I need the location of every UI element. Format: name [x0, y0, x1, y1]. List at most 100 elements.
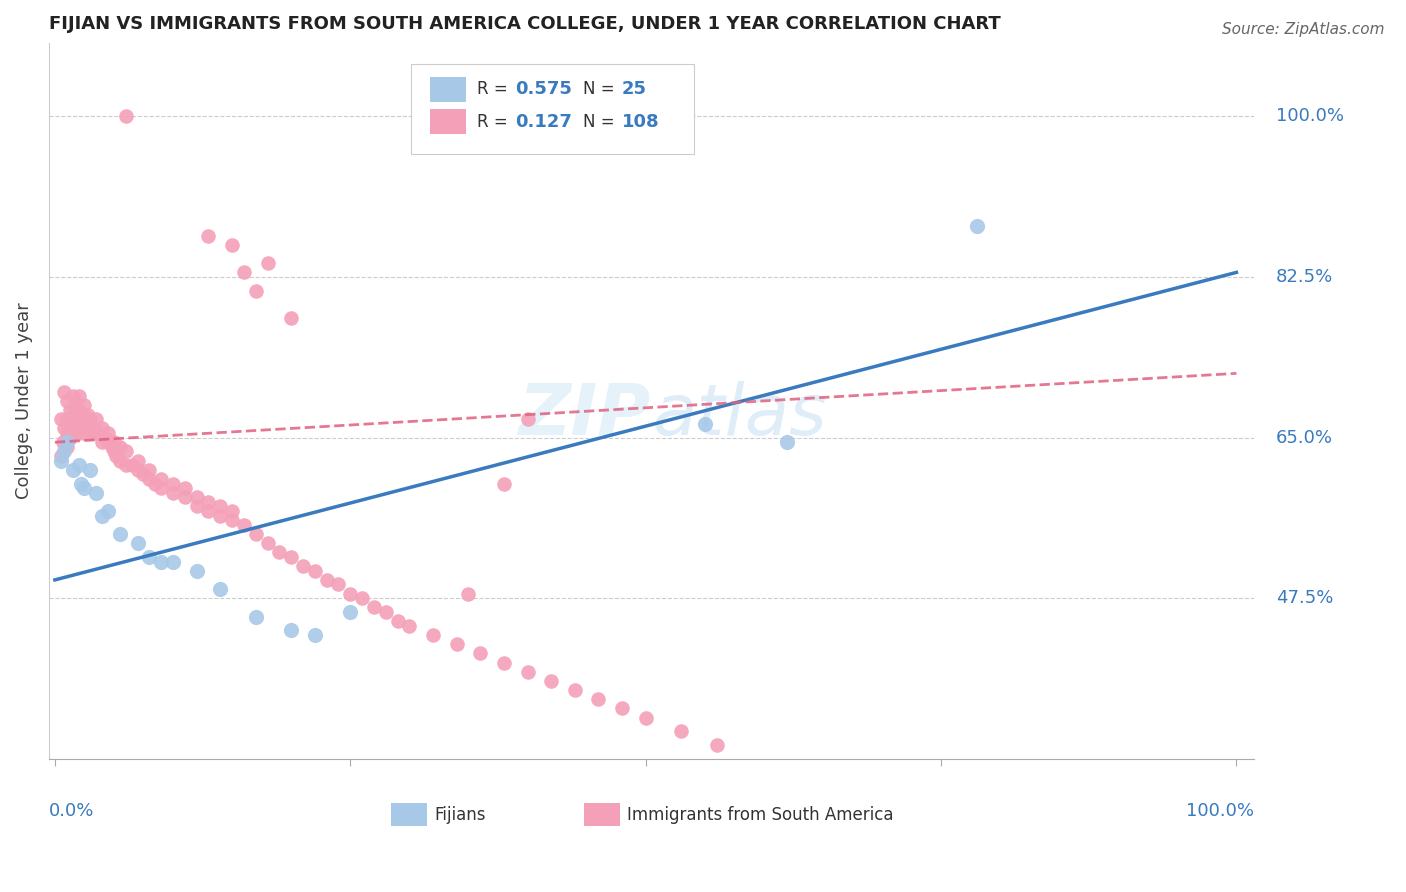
Point [492, 476, 515, 491]
Point [93, 431, 115, 445]
Point [706, 738, 728, 752]
FancyBboxPatch shape [411, 64, 693, 154]
Point [67, 403, 90, 417]
Point [776, 435, 799, 450]
Point [73, 399, 96, 413]
Point [256, 536, 278, 550]
Point [127, 463, 149, 477]
Point [108, 527, 131, 541]
Point [162, 485, 184, 500]
Point [49, 449, 72, 463]
Point [280, 549, 302, 564]
Point [245, 609, 267, 624]
Point [186, 491, 208, 505]
Point [97, 504, 120, 518]
Point [197, 228, 219, 243]
Point [67, 425, 90, 440]
Text: 100.0%: 100.0% [1187, 802, 1254, 820]
Point [55, 435, 77, 450]
Point [63, 421, 86, 435]
Text: R =: R = [477, 112, 513, 130]
Point [339, 605, 361, 619]
Point [470, 646, 492, 660]
Text: FIJIAN VS IMMIGRANTS FROM SOUTH AMERICA COLLEGE, UNDER 1 YEAR CORRELATION CHART: FIJIAN VS IMMIGRANTS FROM SOUTH AMERICA … [49, 15, 1001, 33]
Point [304, 564, 326, 578]
Point [79, 412, 101, 426]
Point [77, 421, 100, 435]
Point [162, 555, 184, 569]
FancyBboxPatch shape [430, 78, 465, 102]
Point [132, 467, 155, 482]
Point [53, 444, 76, 458]
Point [65, 399, 87, 413]
Point [693, 417, 716, 431]
Point [58, 425, 80, 440]
Text: 100.0%: 100.0% [1275, 107, 1344, 126]
Point [103, 435, 125, 450]
Text: R =: R = [477, 80, 513, 98]
Point [62, 425, 84, 440]
Point [280, 624, 302, 638]
Point [221, 513, 243, 527]
Point [103, 444, 125, 458]
Point [55, 440, 77, 454]
Text: 108: 108 [621, 112, 659, 130]
Text: atlas: atlas [651, 381, 827, 450]
Point [82, 425, 104, 440]
Point [209, 500, 232, 514]
Text: 0.575: 0.575 [516, 80, 572, 98]
Point [108, 453, 131, 467]
Point [186, 500, 208, 514]
Point [610, 701, 633, 715]
Point [669, 724, 692, 739]
Point [634, 710, 657, 724]
Point [114, 109, 136, 123]
Point [516, 665, 538, 679]
Point [492, 656, 515, 670]
Point [221, 237, 243, 252]
Point [100, 440, 122, 454]
Point [55, 412, 77, 426]
Point [70, 408, 93, 422]
FancyBboxPatch shape [430, 110, 465, 134]
Point [143, 476, 166, 491]
Text: 0.0%: 0.0% [49, 802, 94, 820]
Point [269, 545, 291, 559]
Point [114, 444, 136, 458]
Point [59, 431, 82, 445]
Point [67, 417, 90, 431]
Point [91, 508, 114, 523]
Point [84, 485, 107, 500]
Text: 25: 25 [621, 80, 647, 98]
Point [91, 435, 114, 450]
Point [280, 311, 302, 326]
Point [84, 425, 107, 440]
Point [292, 559, 315, 574]
FancyBboxPatch shape [583, 804, 620, 826]
Point [245, 527, 267, 541]
Point [127, 453, 149, 467]
Point [446, 637, 468, 651]
Point [62, 463, 84, 477]
Point [457, 587, 479, 601]
Text: 82.5%: 82.5% [1275, 268, 1333, 286]
Text: N =: N = [583, 80, 620, 98]
Point [221, 504, 243, 518]
Point [197, 504, 219, 518]
Point [209, 582, 232, 596]
Point [73, 425, 96, 440]
Point [59, 403, 82, 417]
Point [89, 425, 111, 440]
Point [197, 495, 219, 509]
Point [339, 587, 361, 601]
Y-axis label: College, Under 1 year: College, Under 1 year [15, 302, 32, 500]
Point [49, 412, 72, 426]
Point [138, 463, 160, 477]
Point [121, 458, 143, 472]
Point [79, 463, 101, 477]
Point [127, 536, 149, 550]
Point [70, 421, 93, 435]
Point [352, 591, 374, 606]
Point [304, 628, 326, 642]
Point [138, 549, 160, 564]
